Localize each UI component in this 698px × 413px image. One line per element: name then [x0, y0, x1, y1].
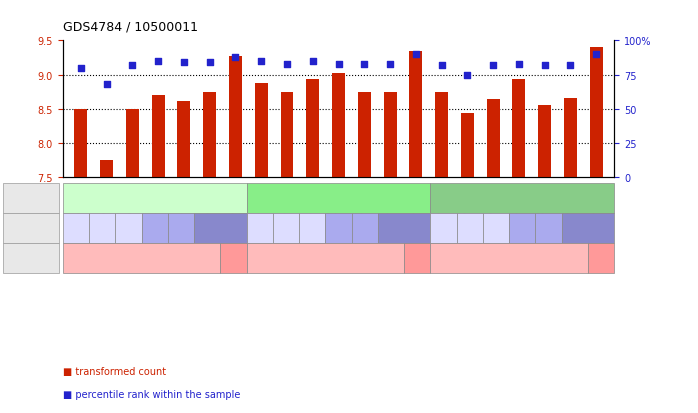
- Bar: [177, 101, 191, 178]
- Point: [591, 52, 602, 58]
- Text: ■ percentile rank within the sample: ■ percentile rank within the sample: [63, 389, 240, 399]
- Bar: [306, 80, 319, 178]
- Text: day 56: day 56: [207, 224, 234, 233]
- Text: day 7: day 7: [302, 224, 323, 233]
- Text: day
14: day 14: [515, 219, 529, 237]
- Text: day 0: day 0: [65, 224, 87, 233]
- Text: day
14: day 14: [148, 219, 162, 237]
- Bar: [151, 96, 165, 178]
- Text: cardiac lobe right lung: cardiac lobe right lung: [467, 194, 577, 204]
- Point: [565, 62, 576, 69]
- Text: ■ transformed count: ■ transformed count: [63, 366, 166, 376]
- Bar: [75, 109, 87, 178]
- Text: sham
surger
y: sham surger y: [221, 244, 246, 272]
- Point: [179, 60, 190, 66]
- Point: [539, 62, 550, 69]
- Text: day 7: day 7: [118, 224, 139, 233]
- Point: [75, 65, 87, 72]
- Text: day 7: day 7: [485, 224, 507, 233]
- Text: medial lobe right lung: medial lobe right lung: [285, 194, 392, 204]
- Point: [436, 62, 447, 69]
- Text: day
28: day 28: [542, 219, 556, 237]
- Point: [230, 55, 241, 61]
- Bar: [332, 74, 345, 178]
- Text: GDS4784 / 10500011: GDS4784 / 10500011: [63, 21, 198, 33]
- Bar: [538, 106, 551, 178]
- Point: [410, 52, 422, 58]
- Point: [204, 60, 215, 66]
- Bar: [461, 114, 474, 178]
- Bar: [255, 83, 267, 178]
- Text: day 56: day 56: [575, 224, 601, 233]
- Text: day 3: day 3: [459, 224, 480, 233]
- Point: [127, 62, 138, 69]
- Bar: [435, 93, 448, 178]
- Text: day 56: day 56: [391, 224, 417, 233]
- Text: protocol: protocol: [7, 253, 47, 263]
- Text: day 3: day 3: [91, 224, 113, 233]
- Point: [307, 59, 318, 65]
- Text: whole right lung: whole right lung: [115, 194, 195, 204]
- Bar: [203, 93, 216, 178]
- Text: day 0: day 0: [249, 224, 270, 233]
- Text: left pneumonectomy: left pneumonectomy: [102, 254, 181, 263]
- Text: sham
surger
y: sham surger y: [588, 244, 614, 272]
- Bar: [126, 109, 139, 178]
- Point: [333, 61, 344, 68]
- Bar: [590, 48, 602, 178]
- Point: [281, 61, 292, 68]
- Bar: [384, 93, 396, 178]
- Point: [153, 59, 164, 65]
- Point: [385, 61, 396, 68]
- Point: [487, 62, 498, 69]
- Text: day
14: day 14: [332, 219, 346, 237]
- Text: time: time: [7, 223, 29, 233]
- Bar: [229, 57, 242, 178]
- Point: [359, 61, 370, 68]
- Text: day
28: day 28: [174, 219, 188, 237]
- Text: day 3: day 3: [275, 224, 297, 233]
- Text: tissue: tissue: [7, 194, 36, 204]
- Text: left pneumonectomy: left pneumonectomy: [285, 254, 365, 263]
- Bar: [358, 93, 371, 178]
- Point: [513, 61, 524, 68]
- Bar: [564, 99, 577, 178]
- Point: [255, 59, 267, 65]
- Point: [462, 72, 473, 78]
- Bar: [410, 52, 422, 178]
- Text: left pneumonectomy: left pneumonectomy: [470, 254, 549, 263]
- Text: day 0: day 0: [433, 224, 454, 233]
- Bar: [101, 161, 113, 178]
- Point: [101, 82, 112, 88]
- Bar: [512, 80, 526, 178]
- Bar: [281, 93, 293, 178]
- Text: sham
surger
y: sham surger y: [405, 244, 430, 272]
- Bar: [487, 100, 500, 178]
- Text: day
28: day 28: [358, 219, 372, 237]
